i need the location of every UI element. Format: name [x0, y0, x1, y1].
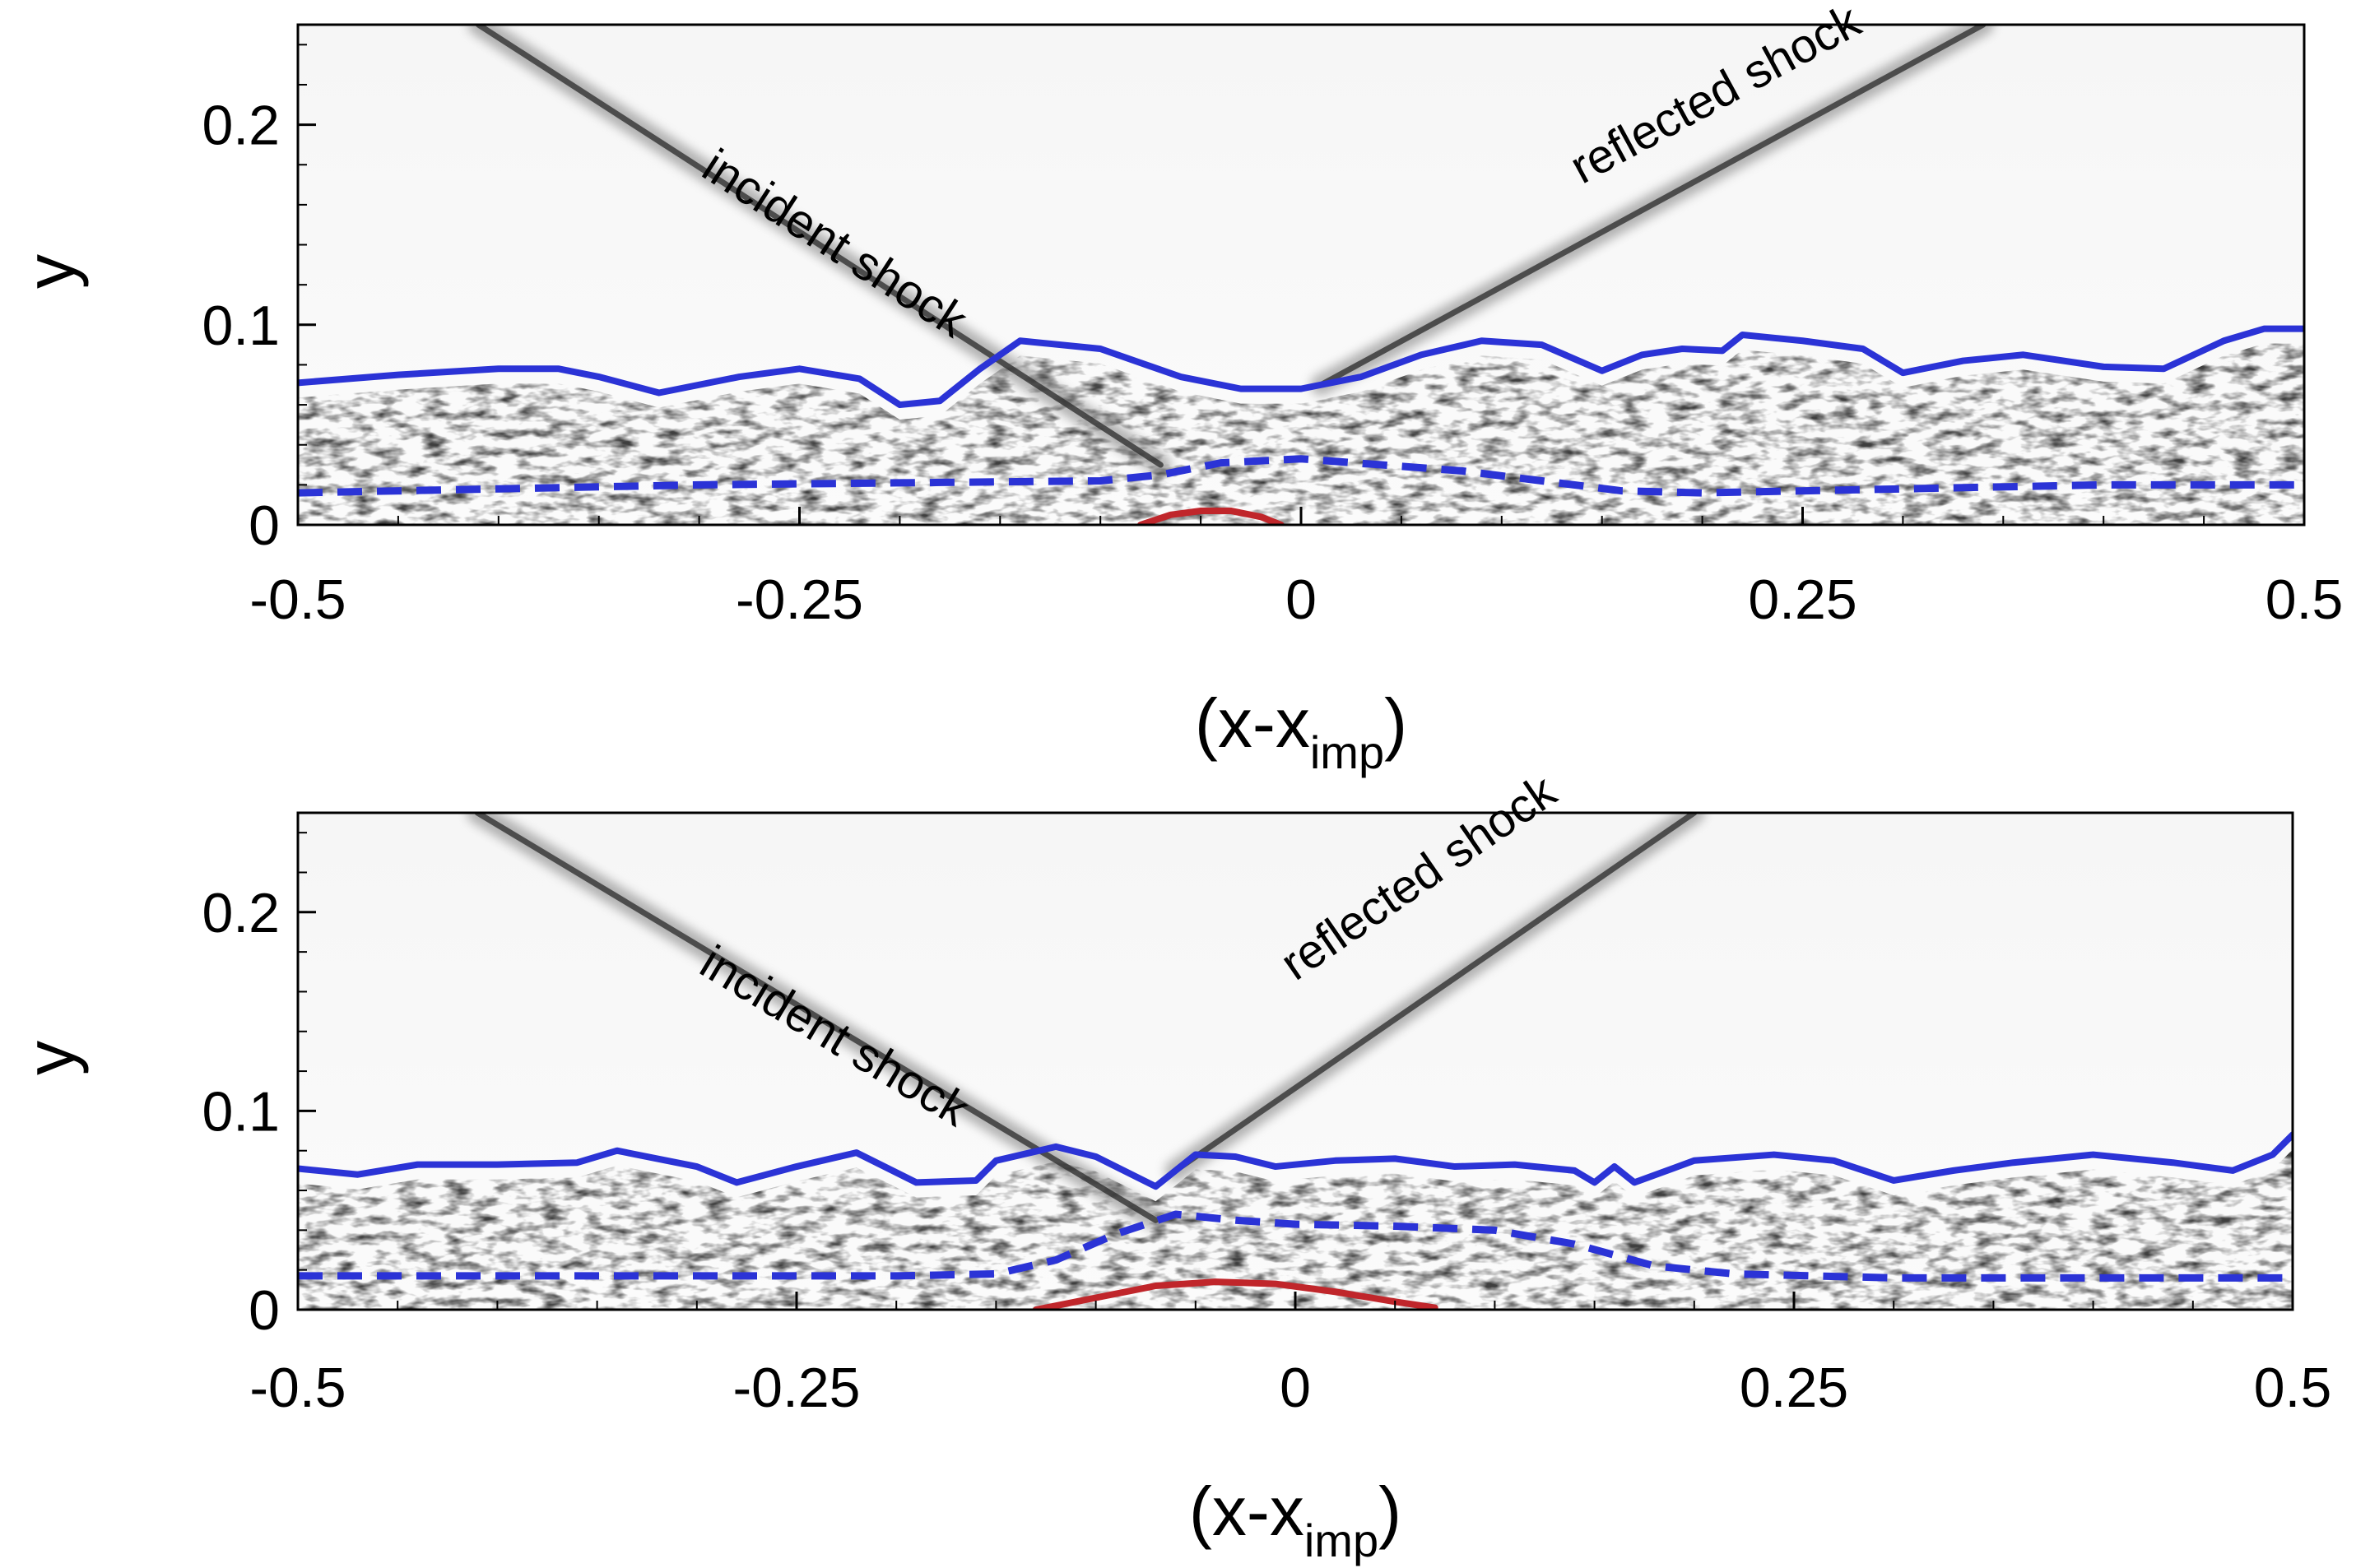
x-axis-label: (x-ximp)	[1195, 684, 1407, 778]
y-tick-label: 0.1	[202, 295, 280, 357]
y-axis-label: y	[12, 254, 89, 289]
y-tick-label: 0	[249, 494, 280, 557]
boundary-layer-edge-line	[298, 325, 2304, 409]
x-tick-label: -0.25	[733, 1357, 861, 1419]
y-tick-label: 0	[249, 1279, 280, 1342]
x-tick-label: 0	[1280, 1357, 1311, 1419]
y-tick-label: 0.2	[202, 95, 280, 157]
reflected-shock-core	[1317, 25, 1987, 388]
panel-top: -0.5 -0.25 0 0.25 0.500.10.2y(x-ximp)inciden…	[12, 0, 2343, 778]
sonic-line-line	[298, 1210, 2293, 1282]
separation-bubble-line	[1032, 1278, 1438, 1310]
x-axis-label-subscript: imp	[1304, 1515, 1378, 1566]
x-tick-label: 0.25	[1748, 568, 1856, 631]
x-axis-label-subscript: imp	[1310, 726, 1384, 778]
panel-bottom: -0.5 -0.25 0 0.25 0.500.10.2y(x-ximp)inciden…	[12, 763, 2331, 1566]
plot-area	[298, 813, 2293, 1310]
x-tick-label: 0.5	[2265, 568, 2344, 631]
y-tick-label: 0.1	[202, 1080, 280, 1143]
plot-area	[298, 25, 2304, 525]
x-tick-label: 0.5	[2254, 1357, 2332, 1419]
x-tick-label: 0.25	[1740, 1357, 1848, 1419]
x-tick-label: -0.25	[736, 568, 863, 631]
x-tick-label: -0.5	[249, 568, 346, 631]
y-tick-label: 0.2	[202, 882, 280, 944]
separation-bubble-line	[1136, 507, 1285, 525]
boundary-layer-edge-line	[298, 1131, 2293, 1190]
incident-shock-core	[475, 25, 1164, 468]
x-axis-label: (x-ximp)	[1189, 1473, 1401, 1566]
x-tick-label: 0	[1285, 568, 1317, 631]
reflected-shock-core	[1173, 813, 1698, 1174]
y-axis-label: y	[12, 1041, 89, 1075]
sonic-line-line	[298, 455, 2304, 497]
x-tick-label: -0.5	[249, 1357, 346, 1419]
